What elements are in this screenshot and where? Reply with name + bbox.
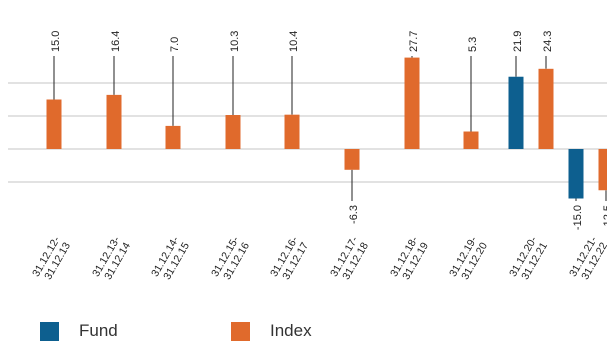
x-tick-label: 31.12.19-31.12.20 (447, 234, 490, 282)
x-tick-label: 31.12.17-31.12.18 (328, 234, 371, 282)
legend-index-label: Index (270, 321, 312, 340)
bar-index (165, 125, 181, 149)
bar-fund (568, 149, 584, 199)
value-label: 24.3 (542, 31, 554, 52)
value-label: -12.5 (602, 205, 607, 230)
bar-index (106, 94, 122, 149)
bar-index (225, 115, 241, 149)
bar-fund (508, 76, 524, 149)
value-label: 10.4 (288, 31, 300, 52)
x-tick-label: 31.12.14-31.12.15 (149, 234, 192, 282)
x-tick-label: 31.12.18-31.12.19 (388, 234, 431, 282)
bar-index (538, 68, 554, 149)
legend-fund: Fund (40, 319, 118, 343)
x-tick-label: 31.12.21-31.12.22 (567, 234, 607, 282)
legend-index: Index (231, 319, 312, 343)
value-label: 27.7 (408, 31, 420, 52)
x-tick-label: 31.12.15-31.12.16 (209, 234, 252, 282)
value-label: 7.0 (169, 37, 181, 52)
x-tick-label: 31.12.20-31.12.21 (507, 234, 550, 282)
legend-fund-swatch (40, 321, 59, 341)
bar-index (404, 57, 420, 150)
value-label: 15.0 (50, 31, 62, 52)
bar-index (598, 149, 607, 191)
x-tick-label: 31.12.16-31.12.17 (268, 234, 311, 282)
value-label: -6.3 (348, 205, 360, 224)
value-label: -15.0 (572, 205, 584, 230)
legend-fund-label: Fund (79, 321, 118, 340)
bar-index (284, 114, 300, 149)
legend-index-swatch (231, 321, 250, 341)
value-label: 5.3 (467, 37, 479, 52)
x-tick-label: 31.12.12-31.12.13 (30, 234, 73, 282)
value-label: 16.4 (110, 31, 122, 52)
bar-index (344, 149, 360, 170)
bar-index (46, 99, 62, 149)
x-tick-label: 31.12.13-31.12.14 (90, 234, 133, 282)
value-label: 10.3 (229, 31, 241, 52)
bar-index (463, 131, 479, 149)
value-label: 21.9 (512, 31, 524, 52)
